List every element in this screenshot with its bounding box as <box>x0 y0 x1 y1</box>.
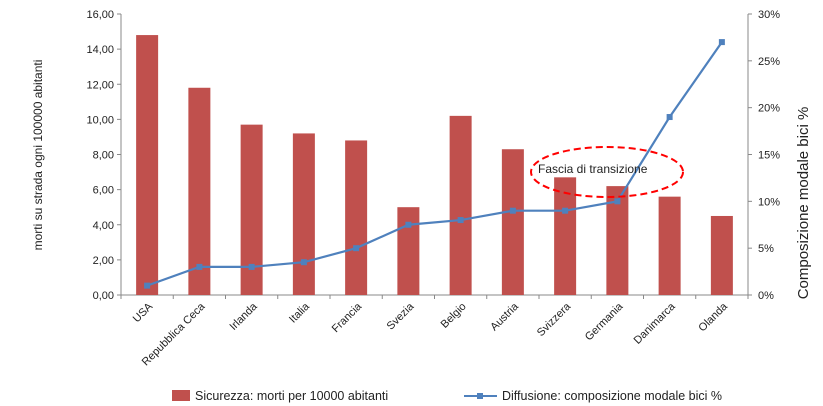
legend-bar-swatch <box>172 390 190 401</box>
y-left-tick-label: 4,00 <box>93 220 114 232</box>
line-point <box>405 221 412 228</box>
legend-bar-label: Sicurezza: morti per 10000 abitanti <box>195 389 388 403</box>
line-point <box>353 245 360 252</box>
y-axis-left-ticks: 0,00 2,00 4,00 6,00 8,00 10,00 12,00 14,00 16,00 <box>86 9 121 302</box>
x-tick-label: Austria <box>488 300 521 333</box>
bar <box>136 35 159 295</box>
bar <box>397 207 420 295</box>
transition-annotation: Fascia di transizione <box>530 146 684 198</box>
y-left-tick-label: 2,00 <box>93 255 114 267</box>
line-series <box>144 39 725 289</box>
y-axis-right-ticks: 0% 5% 10% 15% 20% 25% 30% <box>748 9 780 302</box>
y-right-tick-label: 30% <box>758 9 780 21</box>
x-tick-label: Francia <box>330 300 365 335</box>
legend-line-label: Diffusione: composizione modale bici % <box>502 389 722 403</box>
x-tick-label: Danimarca <box>632 300 679 347</box>
y-left-tick-label: 0,00 <box>93 290 114 302</box>
y-left-tick-label: 10,00 <box>86 114 114 126</box>
bar <box>710 215 733 295</box>
legend-line-marker <box>477 393 483 399</box>
line-point <box>509 207 516 214</box>
y-right-tick-label: 10% <box>758 196 780 208</box>
line-point <box>614 198 621 205</box>
x-tick-label: Italia <box>287 300 313 326</box>
bar <box>240 124 263 295</box>
bar <box>449 115 472 295</box>
x-tick-label: Svezia <box>385 300 417 332</box>
y-left-tick-label: 6,00 <box>93 185 114 197</box>
x-tick-label: Olanda <box>696 300 730 334</box>
x-tick-label: Germania <box>583 300 626 343</box>
bar <box>554 177 577 295</box>
bar <box>188 87 211 295</box>
bar <box>606 186 629 295</box>
y-left-tick-label: 14,00 <box>86 44 114 56</box>
line-point <box>248 263 255 270</box>
line-point <box>300 259 307 266</box>
y-left-tick-label: 12,00 <box>86 79 114 91</box>
line-point <box>144 282 151 289</box>
line-point <box>562 207 569 214</box>
y-right-tick-label: 15% <box>758 150 780 162</box>
y-right-tick-label: 0% <box>758 290 774 302</box>
line-point <box>196 263 203 270</box>
y-left-tick-label: 8,00 <box>93 150 114 162</box>
line-point <box>457 217 464 224</box>
x-tick-label: Irlanda <box>227 300 260 333</box>
x-tick-label: Belgio <box>439 301 469 331</box>
bar <box>501 149 524 295</box>
y-axis-left-title: morti su strada ogni 100000 abitanti <box>31 60 45 251</box>
line-point <box>666 114 673 121</box>
bar-series <box>136 35 733 295</box>
y-left-tick-label: 16,00 <box>86 9 114 21</box>
bar <box>292 133 315 295</box>
x-tick-label: Svizzera <box>535 300 574 339</box>
line-path <box>146 41 723 287</box>
y-right-tick-label: 25% <box>758 56 780 68</box>
bar <box>345 140 368 295</box>
y-axis-right-title: Composizione modale bici % <box>795 107 812 300</box>
legend: Sicurezza: morti per 10000 abitanti Diff… <box>172 389 722 403</box>
transition-ellipse <box>530 146 684 198</box>
line-point <box>718 39 725 46</box>
x-tick-label: USA <box>131 300 156 325</box>
transition-label: Fascia di transizione <box>538 162 648 176</box>
axes <box>120 14 749 296</box>
y-right-tick-label: 20% <box>758 103 780 115</box>
bar <box>658 196 681 295</box>
y-right-tick-label: 5% <box>758 243 774 255</box>
